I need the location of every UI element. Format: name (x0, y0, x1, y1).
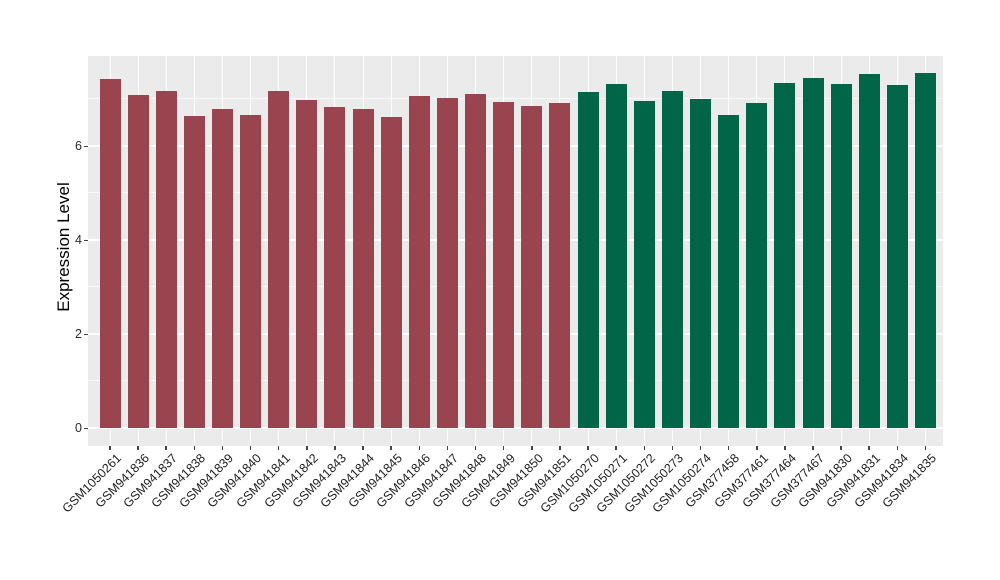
bar-GSM941841 (268, 91, 290, 428)
major-gridline (88, 333, 943, 335)
x-tick-mark (671, 446, 674, 450)
x-tick-mark (165, 446, 167, 450)
minor-gridline (88, 192, 943, 193)
bar-GSM941848 (465, 94, 487, 428)
bar-GSM377464 (774, 83, 796, 428)
x-tick-mark (474, 446, 477, 450)
x-tick-mark (587, 446, 589, 450)
bar-GSM941842 (296, 100, 318, 428)
x-tick-mark (840, 446, 842, 450)
x-tick-mark (137, 446, 139, 450)
x-tick-mark (277, 446, 280, 450)
bar-GSM941846 (408, 95, 430, 428)
x-tick-mark (249, 446, 252, 450)
y-tick-label: 4 (75, 233, 82, 247)
x-tick-mark (643, 446, 646, 450)
bar-GSM941844 (352, 109, 374, 428)
bar-GSM941836 (127, 94, 149, 428)
x-tick-mark (924, 446, 927, 450)
y-tick-mark (84, 333, 88, 335)
bar-GSM377467 (802, 78, 824, 428)
bar-GSM941847 (436, 97, 458, 428)
bar-GSM377461 (746, 102, 768, 428)
bar-GSM941835 (914, 73, 936, 428)
x-tick-mark (699, 446, 702, 450)
x-tick-mark (221, 446, 224, 450)
x-tick-mark (502, 446, 505, 450)
bar-GSM1050271 (605, 84, 627, 428)
x-tick-mark (531, 446, 533, 450)
major-gridline (88, 145, 943, 147)
major-gridline (88, 427, 943, 429)
bar-GSM941850 (521, 106, 543, 428)
bar-GSM941840 (240, 114, 262, 428)
y-tick-label: 2 (75, 327, 82, 341)
x-tick-mark (362, 446, 364, 450)
x-tick-mark (334, 446, 336, 450)
bar-GSM1050270 (577, 92, 599, 428)
x-tick-mark (390, 446, 392, 450)
bar-GSM941831 (858, 73, 880, 428)
bar-GSM941830 (830, 83, 852, 428)
bar-GSM941845 (380, 116, 402, 428)
minor-gridline (88, 98, 943, 99)
x-tick-mark (193, 446, 196, 450)
x-tick-mark (727, 446, 730, 450)
bar-GSM941838 (183, 116, 205, 428)
bar-GSM377458 (718, 115, 740, 428)
y-tick-mark (84, 145, 88, 147)
minor-gridline (88, 286, 943, 287)
bar-GSM1050261 (99, 79, 121, 428)
bar-GSM941851 (549, 102, 571, 428)
bar-GSM941843 (324, 106, 346, 428)
bar-GSM941837 (155, 90, 177, 428)
bar-GSM1050273 (661, 91, 683, 428)
y-tick-label: 6 (75, 139, 82, 153)
minor-gridline (88, 380, 943, 381)
x-tick-mark (559, 446, 561, 450)
bar-GSM1050272 (633, 101, 655, 428)
bar-GSM941834 (886, 84, 908, 428)
x-tick-mark (896, 446, 899, 450)
x-tick-mark (812, 446, 814, 450)
x-tick-mark (446, 446, 449, 450)
x-tick-mark (306, 446, 308, 450)
bar-GSM941849 (493, 101, 515, 428)
x-tick-mark (615, 446, 617, 450)
y-tick-mark (84, 427, 88, 429)
x-tick-mark (868, 446, 870, 450)
plot-panel (88, 56, 943, 446)
x-tick-mark (784, 446, 786, 450)
bar-GSM1050274 (690, 98, 712, 428)
major-gridline (88, 239, 943, 241)
x-tick-mark (109, 446, 111, 450)
y-tick-mark (84, 239, 88, 241)
x-tick-mark (418, 446, 421, 450)
bar-GSM941839 (211, 108, 233, 428)
y-tick-label: 0 (75, 421, 82, 435)
x-tick-mark (756, 446, 758, 450)
